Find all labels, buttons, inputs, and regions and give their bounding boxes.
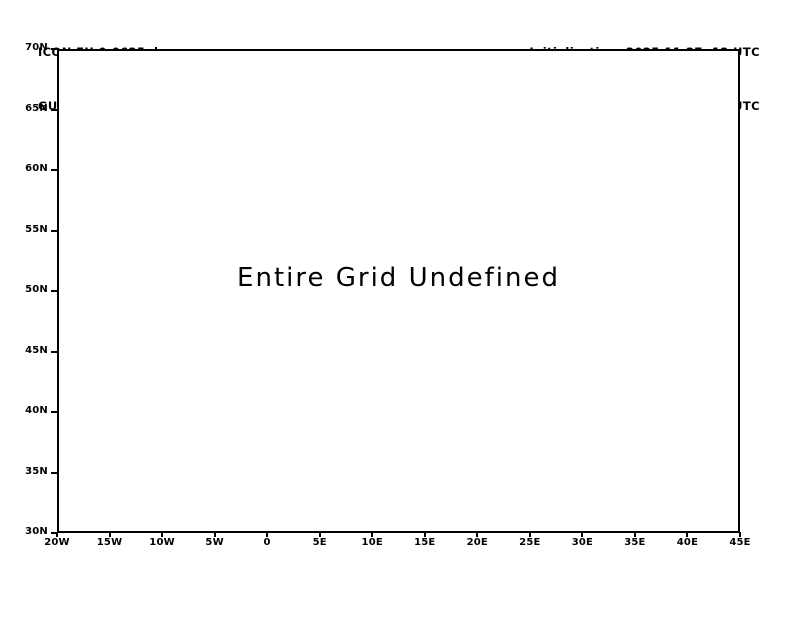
x-tick-mark <box>108 532 111 537</box>
y-tick-mark <box>51 290 57 292</box>
x-tick-label: 30E <box>571 537 594 548</box>
map-plot-area <box>57 49 740 533</box>
x-tick-label: 20E <box>466 537 488 548</box>
y-tick-label: 70N <box>25 42 48 53</box>
y-tick-mark <box>51 471 57 474</box>
y-tick-label: 45N <box>25 344 48 356</box>
y-tick-mark <box>51 229 57 232</box>
x-tick-label: 15W <box>96 537 123 548</box>
y-tick-mark <box>51 108 57 111</box>
x-tick-mark <box>528 532 531 537</box>
y-tick-mark <box>51 350 57 353</box>
x-tick-mark <box>423 532 426 537</box>
x-tick-label: 20W <box>44 537 70 548</box>
x-tick-label: 45E <box>729 537 751 548</box>
x-tick-mark <box>266 532 269 537</box>
x-tick-label: 10E <box>361 537 383 548</box>
x-tick-mark <box>633 532 636 537</box>
x-tick-mark <box>371 532 374 537</box>
x-tick-mark <box>476 532 479 537</box>
y-tick-label: 50N <box>25 284 48 295</box>
y-tick-label: 55N <box>25 223 48 235</box>
y-tick-label: 65N <box>25 102 48 114</box>
x-tick-mark <box>739 532 741 537</box>
x-tick-mark <box>318 532 321 537</box>
x-tick-mark <box>161 532 164 537</box>
y-tick-mark <box>51 169 57 171</box>
x-tick-label: 5E <box>312 537 327 548</box>
entire-grid-undefined-message: Entire Grid Undefined <box>237 263 560 293</box>
x-tick-label: 15E <box>414 537 436 548</box>
x-tick-mark <box>213 532 216 537</box>
y-tick-mark <box>51 48 57 50</box>
y-tick-label: 30N <box>25 526 48 537</box>
y-tick-mark <box>51 411 57 413</box>
x-tick-label: 10W <box>149 537 175 548</box>
y-tick-label: 60N <box>25 163 48 174</box>
y-tick-mark <box>51 532 57 534</box>
x-tick-label: 40E <box>676 537 699 548</box>
x-tick-mark <box>56 532 58 537</box>
y-tick-label: 40N <box>25 405 48 416</box>
x-tick-label: 25E <box>519 537 541 548</box>
x-tick-label: 0 <box>263 537 271 548</box>
x-tick-mark <box>581 532 584 537</box>
x-tick-label: 35E <box>624 537 646 548</box>
x-tick-mark <box>686 532 689 537</box>
y-tick-label: 35N <box>25 465 48 477</box>
x-tick-label: 5W <box>205 537 224 548</box>
